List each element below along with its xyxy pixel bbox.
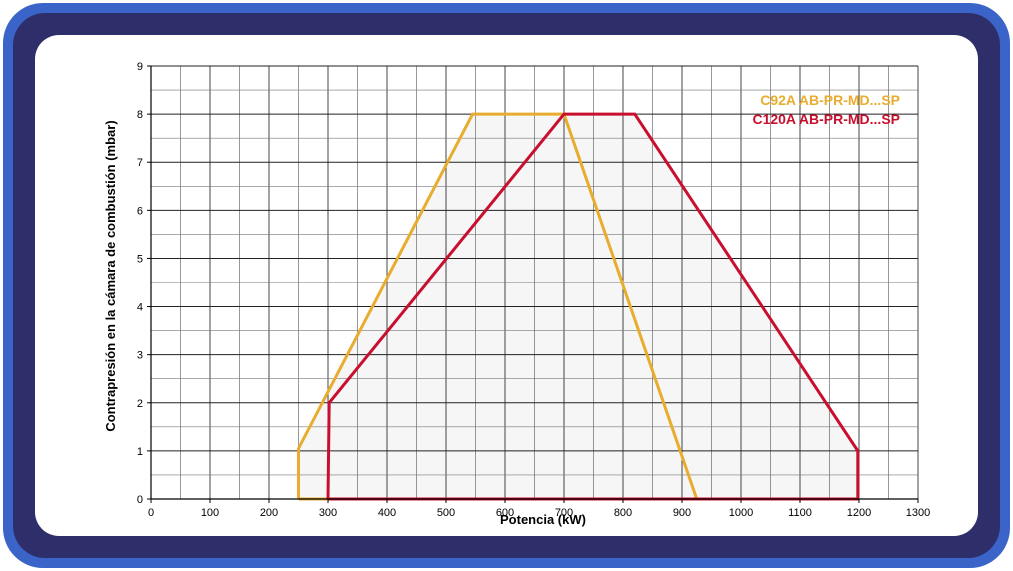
x-tick-label-300: 300 [319, 507, 337, 519]
y-tick-label-9: 9 [137, 61, 143, 73]
operating-range-chart: 0 100 200 300 400 500 600 700 800 900 1000 1100 1200… [103, 61, 930, 527]
y-tick-label-0: 0 [137, 494, 143, 506]
y-tick-label-8: 8 [137, 109, 143, 121]
y-axis-title: Contrapresión en la cámara de combustión… [103, 120, 118, 431]
y-tick-label-4: 4 [137, 302, 143, 314]
y-tick-label-2: 2 [137, 398, 143, 410]
legend: C92A AB-PR-MD...SP C120A AB-PR-MD...SP [752, 92, 900, 127]
y-tick-label-7: 7 [137, 157, 143, 169]
x-tick-label-900: 900 [673, 507, 691, 519]
x-tick-label-800: 800 [614, 507, 632, 519]
legend-entry-c120a: C120A AB-PR-MD...SP [752, 111, 900, 127]
x-tick-label-400: 400 [378, 507, 396, 519]
x-tick-label-1000: 1000 [729, 507, 753, 519]
y-tick-label-3: 3 [137, 350, 143, 362]
x-axis-title: Potencia (kW) [500, 512, 586, 527]
axes [147, 65, 919, 503]
x-tick-label-200: 200 [260, 507, 278, 519]
x-tick-label-500: 500 [437, 507, 455, 519]
x-tick-label-0: 0 [148, 507, 154, 519]
x-tick-label-1300: 1300 [906, 507, 930, 519]
y-tick-label-1: 1 [137, 446, 143, 458]
frame-inner-border: 0 100 200 300 400 500 600 700 800 900 1000 1100 1200… [13, 13, 1000, 558]
tick-labels: 0 100 200 300 400 500 600 700 800 900 1000 1100 1200… [137, 61, 930, 519]
x-tick-label-100: 100 [201, 507, 219, 519]
y-tick-label-5: 5 [137, 253, 143, 265]
frame-outer-border: 0 100 200 300 400 500 600 700 800 900 1000 1100 1200… [3, 3, 1010, 568]
y-tick-label-6: 6 [137, 205, 143, 217]
grid [150, 65, 919, 500]
chart-panel: 0 100 200 300 400 500 600 700 800 900 1000 1100 1200… [35, 35, 978, 536]
x-tick-label-1200: 1200 [847, 507, 871, 519]
legend-entry-c92a: C92A AB-PR-MD...SP [760, 92, 900, 108]
x-tick-label-600: 600 [496, 507, 514, 519]
x-tick-label-700: 700 [555, 507, 573, 519]
x-tick-label-1100: 1100 [788, 507, 812, 519]
